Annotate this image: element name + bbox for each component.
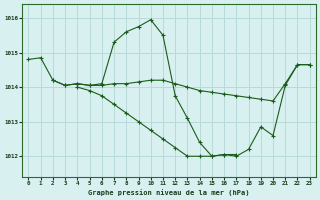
X-axis label: Graphe pression niveau de la mer (hPa): Graphe pression niveau de la mer (hPa) — [88, 189, 250, 196]
